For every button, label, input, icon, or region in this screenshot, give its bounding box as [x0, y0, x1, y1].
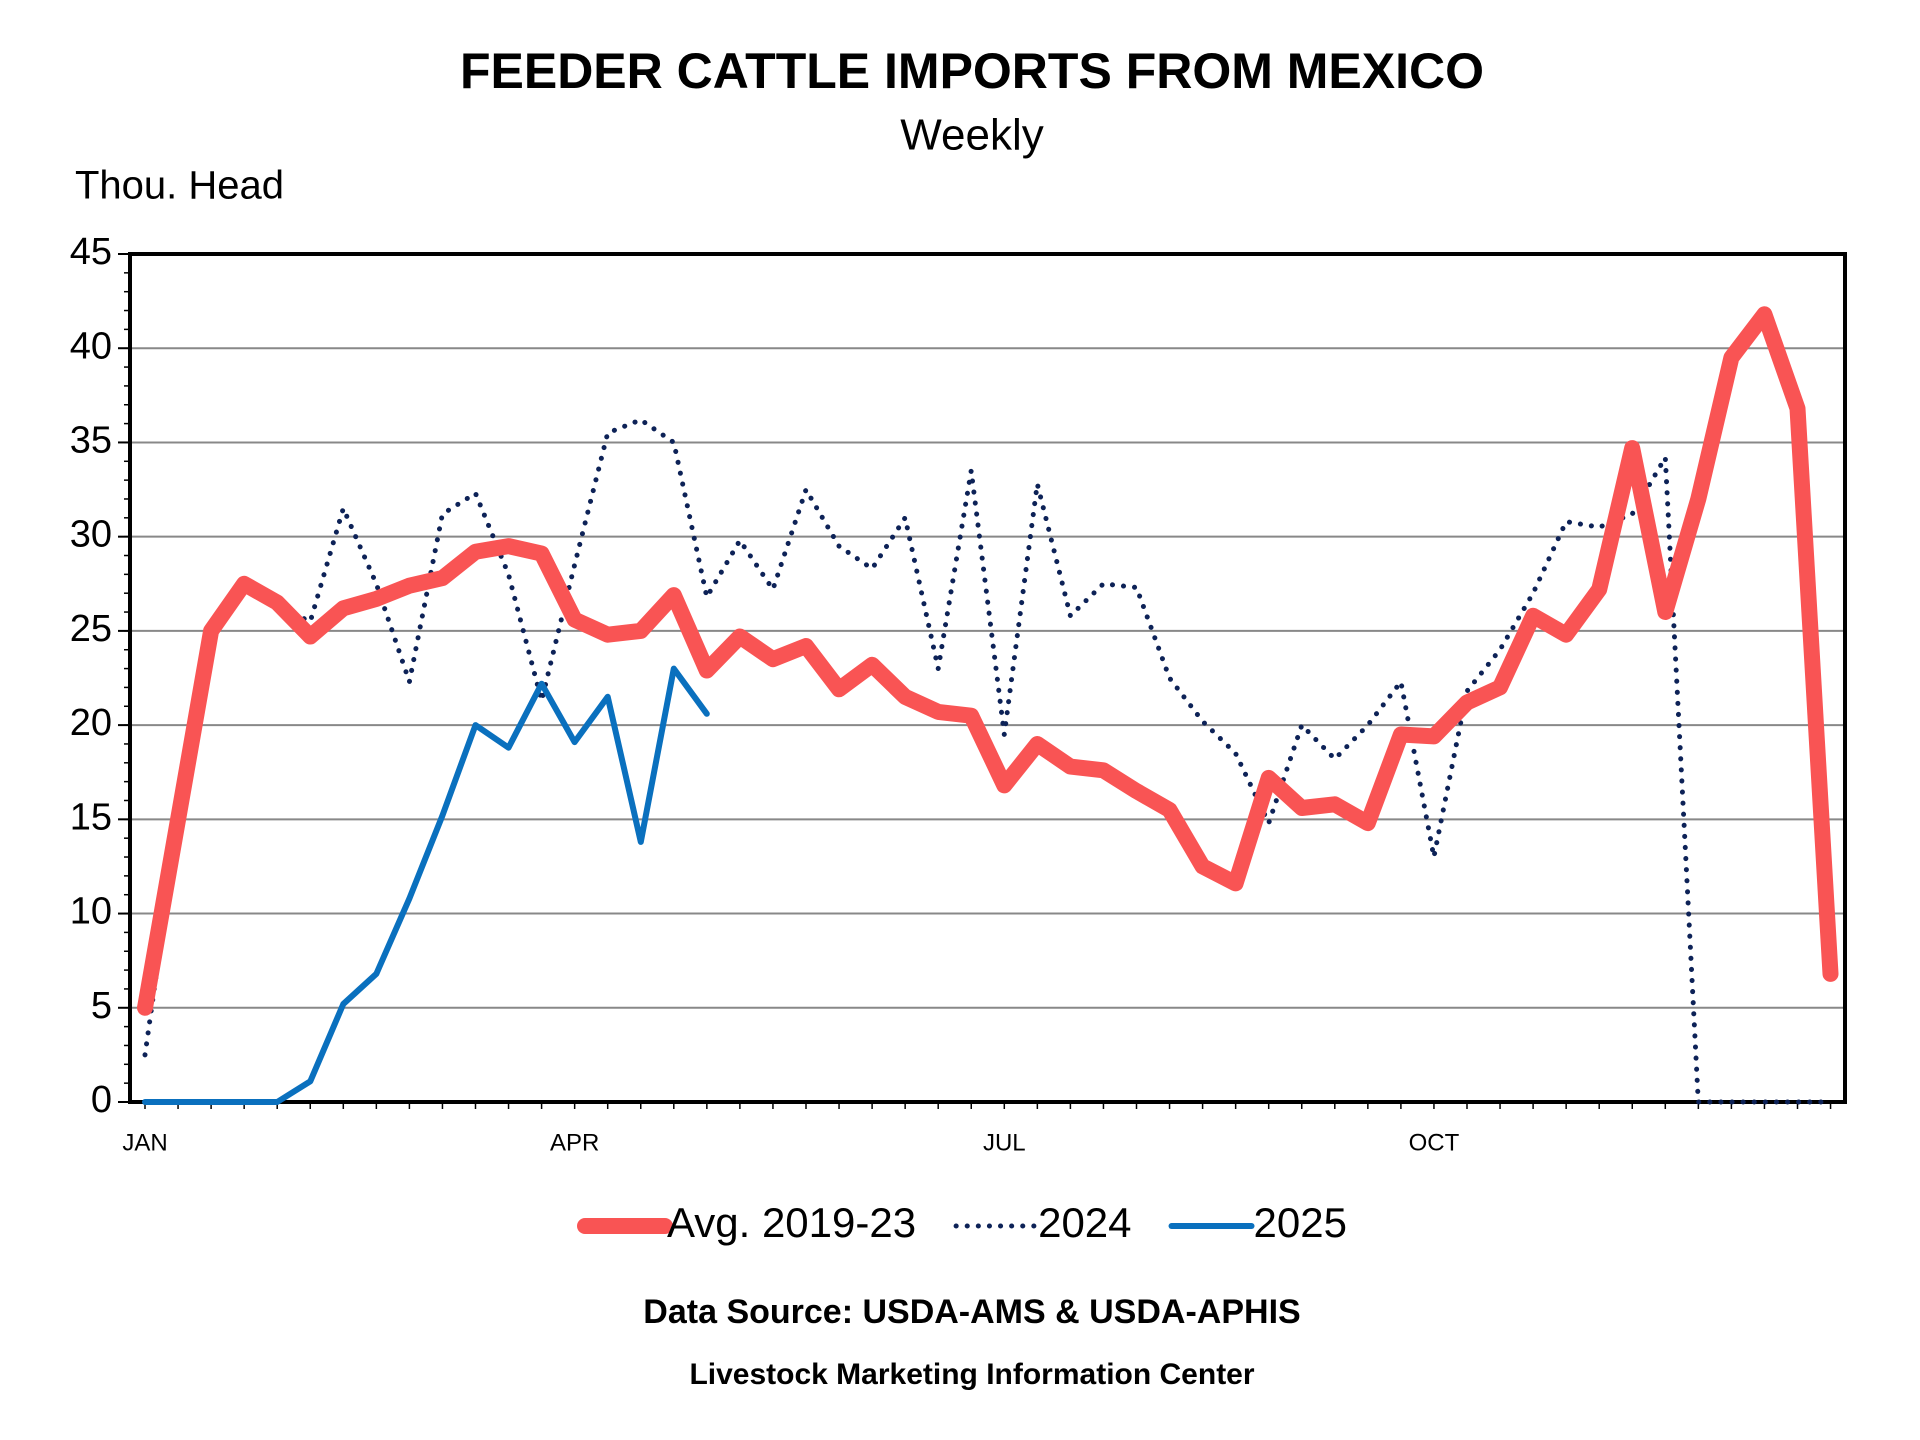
x-tick-label: OCT	[1409, 1129, 1460, 1156]
x-tick-label: APR	[550, 1129, 599, 1156]
chart-title: FEEDER CATTLE IMPORTS FROM MEXICO	[460, 43, 1484, 99]
source: Data Source: USDA-AMS & USDA-APHIS	[643, 1293, 1300, 1331]
plot-frame	[128, 252, 1847, 1104]
y-tick-label: 25	[70, 608, 112, 650]
y-tick-label: 30	[70, 514, 112, 556]
x-tick-label: JUL	[983, 1129, 1026, 1156]
credit: Livestock Marketing Information Center	[689, 1358, 1254, 1391]
legend-label: Avg. 2019-23	[667, 1199, 916, 1246]
y-tick-label: 10	[70, 891, 112, 933]
y-tick-label: 45	[70, 231, 112, 273]
chart-subtitle: Weekly	[900, 111, 1043, 160]
x-tick-label: JAN	[122, 1129, 167, 1156]
y-tick-label: 35	[70, 419, 112, 461]
y-tick-label: 15	[70, 796, 112, 838]
y-tick-label: 40	[70, 325, 112, 367]
series-line	[142, 665, 710, 1105]
y-tick-label: 0	[91, 1079, 112, 1121]
series-line	[137, 306, 1839, 1016]
y-tick-label: 5	[91, 985, 112, 1027]
series-line	[142, 417, 1833, 1105]
y-axis-label: Thou. Head	[75, 164, 284, 208]
legend-label: 2024	[1038, 1199, 1131, 1246]
legend-label: 2025	[1254, 1199, 1347, 1246]
y-tick-label: 20	[70, 702, 112, 744]
